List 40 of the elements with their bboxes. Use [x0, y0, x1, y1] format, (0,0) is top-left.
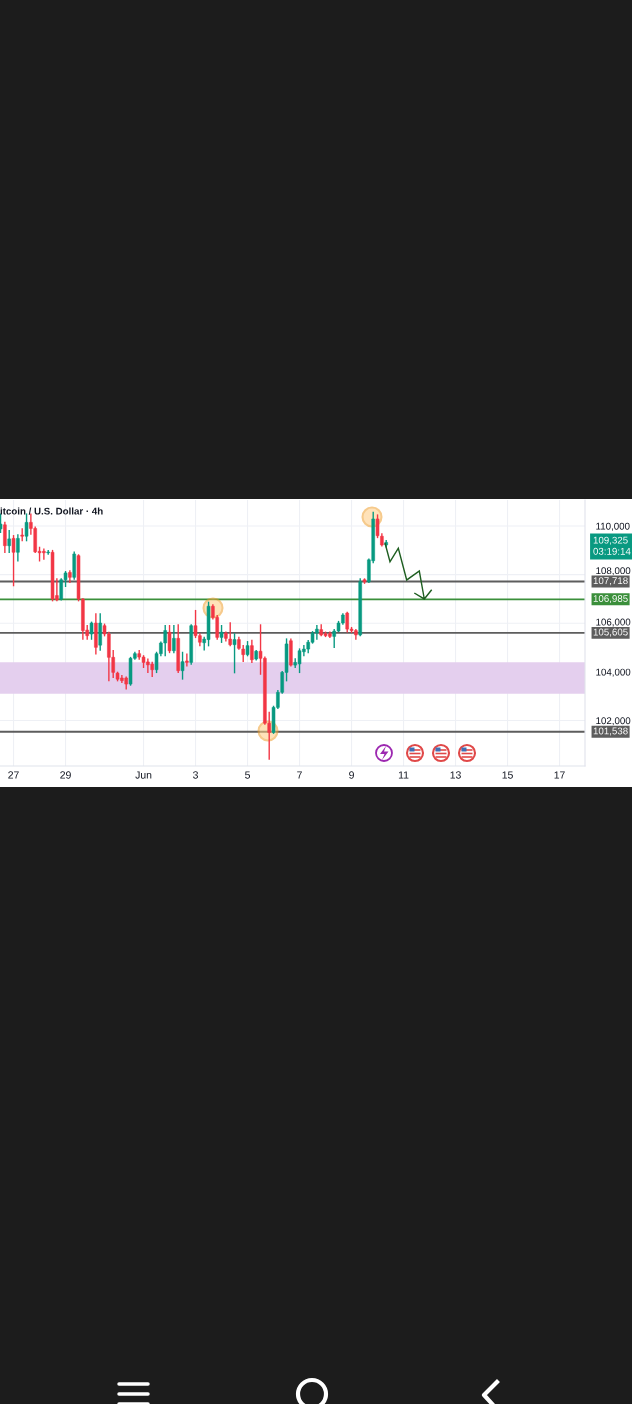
x-tick-label: 27 — [8, 771, 19, 779]
x-tick-label: 5 — [245, 771, 250, 779]
candlestick — [3, 521, 7, 553]
x-tick-label: 15 — [502, 771, 513, 779]
candlestick — [24, 513, 29, 542]
ref-line-label: 106,985 — [593, 595, 628, 604]
y-tick-label: 108,000 — [596, 567, 631, 576]
ref-line-label: 101,538 — [593, 727, 628, 736]
x-tick-label: 29 — [60, 771, 71, 779]
candlestick — [185, 653, 189, 667]
candlestick — [0, 513, 3, 534]
x-tick-label: 13 — [450, 771, 461, 779]
candlestick — [172, 625, 176, 654]
candlestick — [163, 625, 167, 657]
candlestick — [7, 529, 11, 553]
y-tick-label: 104,000 — [596, 668, 631, 677]
x-tick-label: Jun — [135, 771, 152, 779]
candlestick — [228, 622, 232, 647]
y-tick-label: 106,000 — [596, 618, 631, 627]
ref-line-label: 107,718 — [593, 577, 628, 586]
text: 109,325 03:19:14 — [593, 536, 631, 555]
candlestick — [250, 639, 254, 664]
x-tick-label: 3 — [193, 771, 198, 779]
x-tick-label: 11 — [398, 771, 409, 779]
candlestick — [11, 535, 16, 587]
ref-line-label: 105,605 — [593, 628, 628, 637]
candlestick — [167, 625, 172, 654]
x-tick-label: 17 — [554, 771, 565, 779]
candlestick — [232, 633, 237, 674]
candlestick — [375, 514, 380, 539]
y-tick-label: 102,000 — [596, 717, 631, 726]
x-tick-label: 7 — [297, 771, 302, 779]
candlestick — [180, 651, 185, 680]
text: itcoin / U.S. Dollar · 4h — [0, 507, 103, 515]
candlestick — [297, 648, 302, 674]
x-tick-label: 9 — [349, 771, 354, 779]
candlestick — [98, 613, 102, 651]
candlestick — [16, 534, 20, 562]
y-tick-label: 110,000 — [596, 522, 630, 531]
candlestick — [72, 551, 76, 580]
